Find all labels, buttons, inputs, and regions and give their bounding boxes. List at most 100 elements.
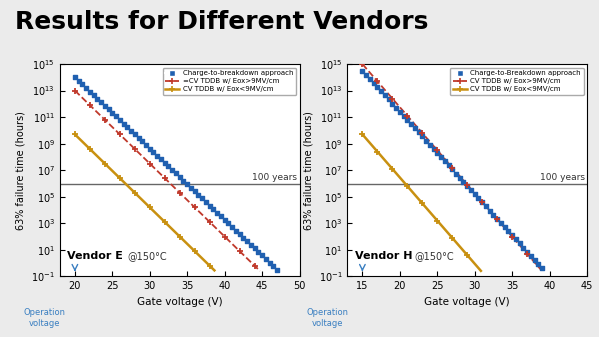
Y-axis label: 63% failure time (hours): 63% failure time (hours) xyxy=(303,111,313,229)
Point xyxy=(432,150,442,156)
Point xyxy=(406,121,416,127)
Point xyxy=(436,154,446,160)
Point xyxy=(145,146,155,151)
Point xyxy=(268,264,278,269)
Point xyxy=(231,228,241,233)
Point xyxy=(470,191,479,197)
Point xyxy=(414,130,423,135)
Y-axis label: 63% failure time (hours): 63% failure time (hours) xyxy=(16,111,26,229)
Text: Operation
voltage: Operation voltage xyxy=(307,308,349,329)
Point xyxy=(511,237,521,242)
Point xyxy=(429,146,438,152)
Point xyxy=(197,196,207,201)
Point xyxy=(122,124,132,130)
Point xyxy=(208,207,218,212)
Point xyxy=(212,210,222,215)
Point xyxy=(481,204,491,209)
Point xyxy=(361,72,371,78)
Point xyxy=(474,195,483,201)
Point xyxy=(537,266,547,271)
Point xyxy=(391,105,401,111)
Point xyxy=(440,158,449,164)
Point xyxy=(258,253,267,258)
Point xyxy=(77,82,87,87)
Point xyxy=(380,93,389,98)
Text: 100 years: 100 years xyxy=(252,173,297,182)
Point xyxy=(530,257,539,263)
Point xyxy=(410,126,419,131)
Point xyxy=(462,183,472,188)
Point xyxy=(168,167,177,173)
Point xyxy=(179,178,188,183)
Point xyxy=(496,220,506,225)
Point xyxy=(111,114,121,119)
Point xyxy=(156,157,166,162)
Point xyxy=(92,96,102,101)
Point xyxy=(395,109,405,115)
Point xyxy=(373,85,382,90)
Point xyxy=(425,142,435,147)
Point xyxy=(220,217,229,222)
Point xyxy=(421,138,431,143)
Point xyxy=(238,235,248,240)
Point xyxy=(126,128,136,133)
Point xyxy=(418,134,427,139)
Point xyxy=(186,185,196,190)
Point xyxy=(190,189,199,194)
Text: @150°C: @150°C xyxy=(127,251,167,261)
Point xyxy=(96,99,106,105)
Point xyxy=(89,92,98,98)
Point xyxy=(369,80,379,86)
Point xyxy=(108,110,117,116)
Point xyxy=(242,239,252,244)
Point xyxy=(272,267,282,272)
Point xyxy=(384,97,394,102)
Point xyxy=(115,117,125,123)
Point xyxy=(182,182,192,187)
Point xyxy=(466,187,476,193)
Point xyxy=(137,139,147,144)
Point xyxy=(235,232,244,237)
Text: @150°C: @150°C xyxy=(415,251,454,261)
Text: Vendor H: Vendor H xyxy=(355,251,412,261)
Point xyxy=(447,167,457,172)
Point xyxy=(164,164,173,169)
Point xyxy=(134,135,143,141)
Point xyxy=(160,160,170,165)
Point xyxy=(100,103,110,109)
Point xyxy=(477,200,487,205)
Point xyxy=(193,192,203,197)
Point xyxy=(223,221,233,226)
Point xyxy=(358,68,367,73)
Point xyxy=(489,212,498,217)
Point xyxy=(485,208,495,213)
Point xyxy=(246,242,256,247)
Point xyxy=(119,121,128,126)
Legend: Charge-to-breakdown approach, =CV TDDB w/ Eox>9MV/cm, CV TDDB w/ Eox<9MV/cm: Charge-to-breakdown approach, =CV TDDB w… xyxy=(162,67,296,95)
Point xyxy=(104,107,113,112)
Point xyxy=(444,162,453,168)
Legend: Charge-to-Breakdown approach, CV TDDB w/ Eox>9MV/cm, CV TDDB w/ Eox<9MV/cm: Charge-to-Breakdown approach, CV TDDB w/… xyxy=(450,67,583,95)
Point xyxy=(201,199,211,205)
Point xyxy=(459,179,468,184)
Point xyxy=(388,101,397,106)
Point xyxy=(500,224,509,230)
Text: Vendor E: Vendor E xyxy=(67,251,123,261)
Point xyxy=(507,233,517,238)
Point xyxy=(403,117,412,123)
Point xyxy=(526,253,536,258)
Point xyxy=(74,78,83,84)
Point xyxy=(492,216,502,221)
Point xyxy=(261,256,271,262)
Text: Results for Different Vendors: Results for Different Vendors xyxy=(15,10,428,34)
Text: Operation
voltage: Operation voltage xyxy=(24,308,66,329)
Point xyxy=(205,203,214,208)
Point xyxy=(522,249,532,254)
Point xyxy=(504,228,513,234)
Point xyxy=(85,89,95,94)
Point xyxy=(81,85,91,91)
Point xyxy=(253,249,263,254)
Point xyxy=(70,74,80,80)
Point xyxy=(455,175,465,180)
Point xyxy=(365,76,375,82)
